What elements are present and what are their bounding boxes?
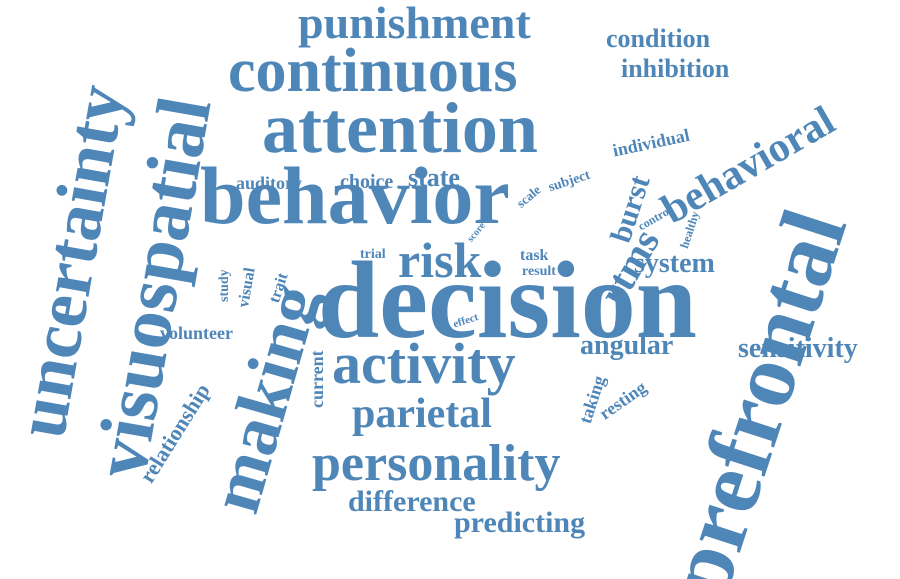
word-condition: condition bbox=[606, 24, 711, 53]
word-auditory: auditory bbox=[236, 173, 303, 193]
word-task: task bbox=[520, 247, 549, 264]
word-individual: individual bbox=[610, 124, 692, 161]
word-decision: decision bbox=[318, 239, 697, 361]
word-volunteer: volunteer bbox=[160, 323, 233, 343]
word-risk: risk bbox=[398, 232, 482, 288]
word-personality: personality bbox=[312, 435, 561, 492]
word-sensitivity: sensitivity bbox=[738, 333, 858, 364]
word-choice: choice bbox=[340, 171, 394, 193]
word-activity: activity bbox=[332, 331, 516, 396]
word-behavior: behavior bbox=[200, 150, 510, 241]
word-attention: attention bbox=[262, 88, 538, 168]
word-punishment: punishment bbox=[298, 0, 531, 48]
word-scale: scale bbox=[513, 182, 544, 211]
word-predicting: predicting bbox=[454, 506, 586, 539]
word-state: state bbox=[408, 163, 460, 192]
word-angular: angular bbox=[580, 330, 674, 361]
word-system: system bbox=[634, 248, 715, 279]
word-difference: difference bbox=[348, 485, 476, 518]
word-trial: trial bbox=[360, 247, 386, 262]
word-result: result bbox=[522, 264, 556, 279]
word-current: current bbox=[307, 350, 327, 408]
word-study: study bbox=[217, 269, 232, 302]
word-continuous: continuous bbox=[228, 37, 518, 105]
word-parietal: parietal bbox=[352, 391, 492, 437]
word-inhibition: inhibition bbox=[621, 54, 730, 83]
word-subject: subject bbox=[546, 167, 593, 196]
